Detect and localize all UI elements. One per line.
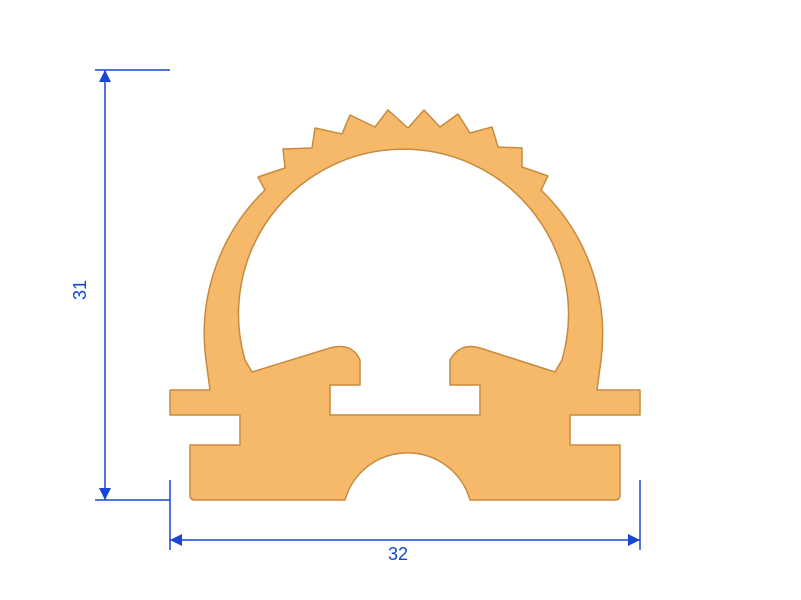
dim-label-vertical: 31 <box>70 280 90 300</box>
dim-label-horizontal: 32 <box>388 544 408 564</box>
dimension-vertical: 31 <box>70 70 170 500</box>
